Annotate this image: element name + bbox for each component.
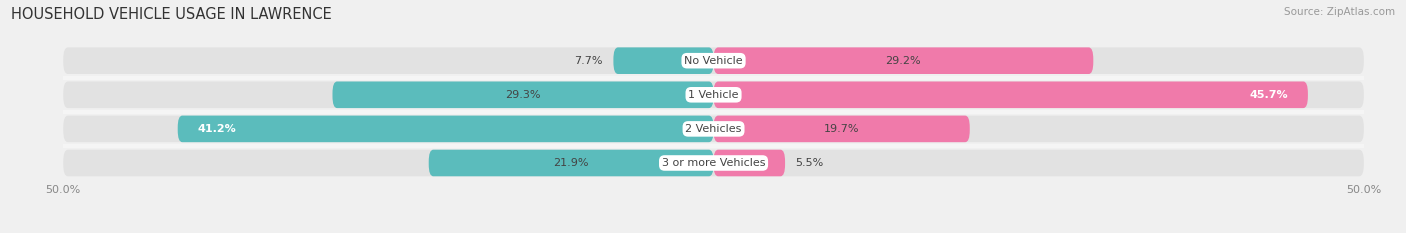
FancyBboxPatch shape [177,116,713,142]
FancyBboxPatch shape [613,47,713,74]
FancyBboxPatch shape [713,116,970,142]
FancyBboxPatch shape [332,82,713,108]
Text: 29.2%: 29.2% [886,56,921,66]
Text: HOUSEHOLD VEHICLE USAGE IN LAWRENCE: HOUSEHOLD VEHICLE USAGE IN LAWRENCE [11,7,332,22]
Text: 29.3%: 29.3% [505,90,541,100]
FancyBboxPatch shape [713,82,1308,108]
FancyBboxPatch shape [63,47,1364,74]
Text: 7.7%: 7.7% [575,56,603,66]
Text: 5.5%: 5.5% [796,158,824,168]
Text: 45.7%: 45.7% [1250,90,1288,100]
Text: 1 Vehicle: 1 Vehicle [689,90,738,100]
Text: 3 or more Vehicles: 3 or more Vehicles [662,158,765,168]
Text: 21.9%: 21.9% [554,158,589,168]
Text: 19.7%: 19.7% [824,124,859,134]
FancyBboxPatch shape [429,150,713,176]
FancyBboxPatch shape [713,150,785,176]
Text: Source: ZipAtlas.com: Source: ZipAtlas.com [1284,7,1395,17]
Text: No Vehicle: No Vehicle [685,56,742,66]
FancyBboxPatch shape [713,47,1094,74]
Text: 41.2%: 41.2% [197,124,236,134]
Text: 2 Vehicles: 2 Vehicles [685,124,742,134]
FancyBboxPatch shape [63,150,1364,176]
FancyBboxPatch shape [63,82,1364,108]
FancyBboxPatch shape [63,116,1364,142]
